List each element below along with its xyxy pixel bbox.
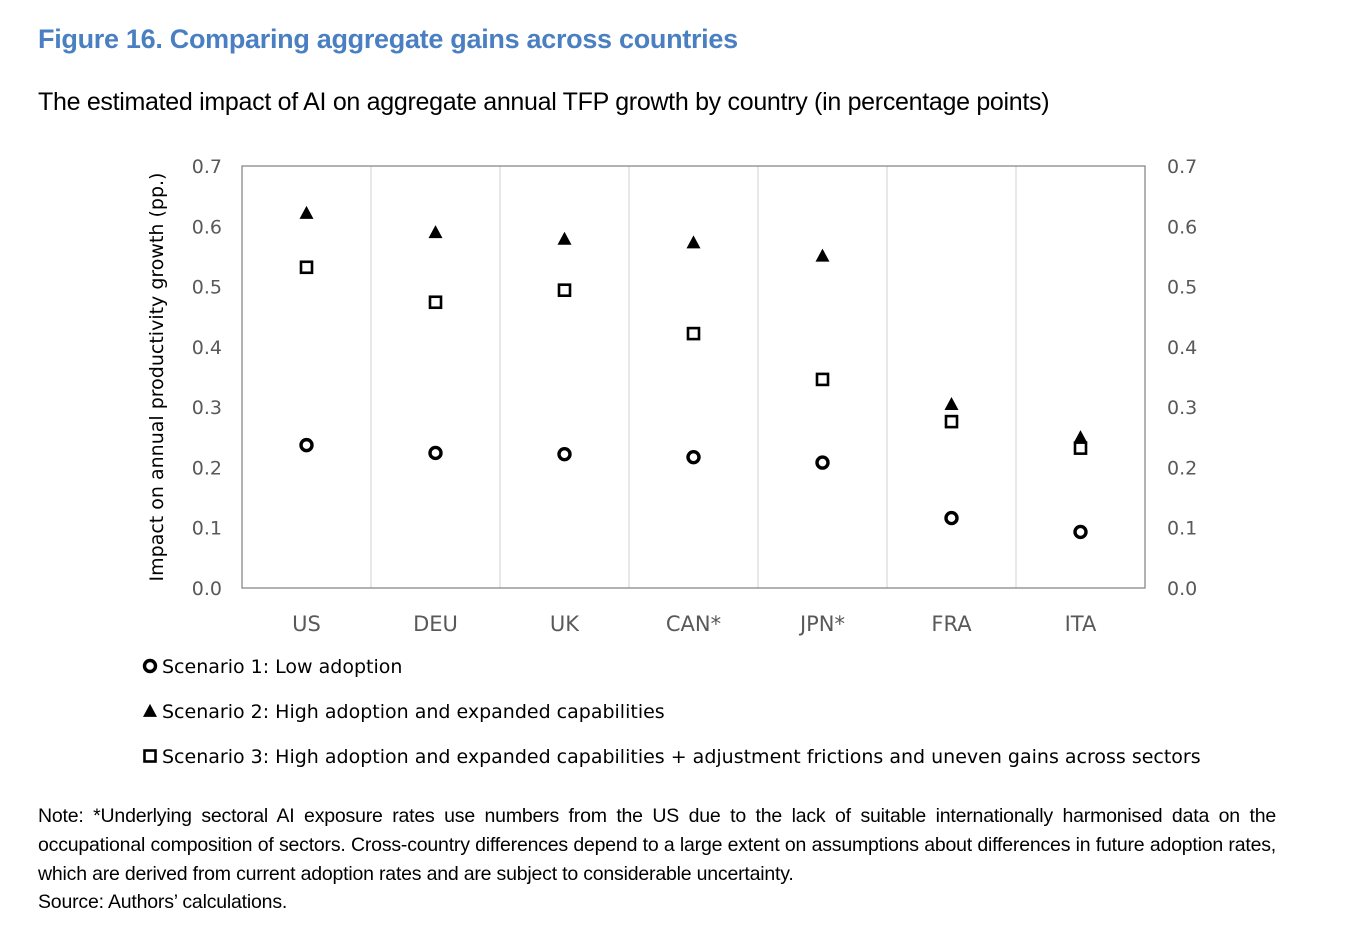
series-2 (299, 205, 1088, 444)
square-point (557, 283, 572, 297)
y-tick-label-left: 0.5 (192, 277, 222, 299)
square-point (428, 295, 443, 310)
legend-label: Scenario 2: High adoption and expanded c… (162, 701, 665, 723)
scatter-chart: 0.0 0.1 0.2 0.3 0.4 0.5 0.6 0.7 0.0 0.1 0.2 0.3 0.4… (142, 156, 1201, 768)
x-tick-label: FRA (931, 612, 972, 636)
square-point (944, 414, 959, 429)
series-3 (299, 260, 1088, 455)
x-axis-category-labels: US DEU UK CAN* JPN* FRA ITA (292, 612, 1097, 636)
circle-point (1073, 524, 1088, 540)
circle-point (299, 437, 314, 453)
square-point (1073, 441, 1088, 455)
x-tick-label: JPN* (798, 612, 845, 636)
y-tick-label-left: 0.2 (192, 457, 222, 479)
triangle-point (686, 235, 701, 249)
y-axis-right-ticks: 0.0 0.1 0.2 0.3 0.4 0.5 0.6 0.7 (1167, 156, 1197, 600)
triangle-point (944, 396, 959, 410)
legend-triangle-icon (143, 703, 157, 717)
y-tick-label-right: 0.2 (1167, 457, 1197, 479)
source-text: Source: Authors’ calculations. (38, 891, 288, 913)
plot-area-frame (241, 165, 1146, 589)
x-tick-label: CAN* (666, 612, 721, 636)
figure-subtitle: The estimated impact of AI on aggregate … (38, 88, 1050, 116)
y-tick-label-right: 0.4 (1167, 337, 1197, 359)
square-point (686, 326, 701, 341)
legend-square-icon (143, 749, 157, 763)
data-points (299, 205, 1088, 540)
triangle-point (815, 248, 830, 262)
y-tick-label-left: 0.7 (192, 156, 222, 178)
legend: Scenario 1: Low adoption Scenario 2: High… (142, 656, 1201, 768)
triangle-point (557, 231, 572, 245)
triangle-point (1073, 430, 1088, 444)
category-separators (370, 166, 1017, 588)
y-tick-label-right: 0.7 (1167, 156, 1197, 178)
triangle-point (299, 205, 314, 219)
y-tick-label-left: 0.4 (192, 337, 222, 359)
x-tick-label: DEU (413, 612, 458, 636)
y-tick-label-left: 0.1 (192, 518, 222, 540)
circle-point (944, 510, 959, 526)
y-axis-left-ticks: 0.0 0.1 0.2 0.3 0.4 0.5 0.6 0.7 (192, 156, 222, 600)
square-point (815, 372, 830, 387)
legend-circle-icon (142, 658, 158, 674)
circle-point (686, 449, 701, 465)
circle-point (557, 446, 572, 462)
legend-item: Scenario 2: High adoption and expanded c… (143, 701, 665, 723)
legend-item: Scenario 3: High adoption and expanded c… (143, 746, 1201, 768)
circle-point (428, 445, 443, 461)
legend-label: Scenario 1: Low adoption (162, 656, 402, 678)
circle-point (815, 455, 830, 470)
triangle-point (428, 225, 443, 239)
y-axis-label: Impact on annual productivity growth (pp… (146, 173, 168, 582)
y-tick-label-right: 0.0 (1167, 578, 1197, 600)
y-tick-label-right: 0.3 (1167, 397, 1197, 419)
figure-title: Figure 16. Comparing aggregate gains acr… (38, 24, 738, 54)
y-tick-label-right: 0.5 (1167, 277, 1197, 299)
series-1 (299, 437, 1088, 540)
x-tick-label: UK (550, 612, 580, 636)
legend-item: Scenario 1: Low adoption (142, 656, 402, 678)
y-tick-label-left: 0.3 (192, 397, 222, 419)
x-tick-label: ITA (1065, 612, 1097, 636)
y-tick-label-left: 0.0 (192, 578, 222, 600)
note-text: Note: *Underlying sectoral AI exposure r… (38, 805, 1276, 885)
legend-label: Scenario 3: High adoption and expanded c… (162, 746, 1201, 768)
x-tick-label: US (292, 612, 321, 636)
y-tick-label-right: 0.1 (1167, 518, 1197, 540)
y-tick-label-left: 0.6 (192, 216, 222, 238)
y-tick-label-right: 0.6 (1167, 216, 1197, 238)
square-point (299, 260, 314, 275)
